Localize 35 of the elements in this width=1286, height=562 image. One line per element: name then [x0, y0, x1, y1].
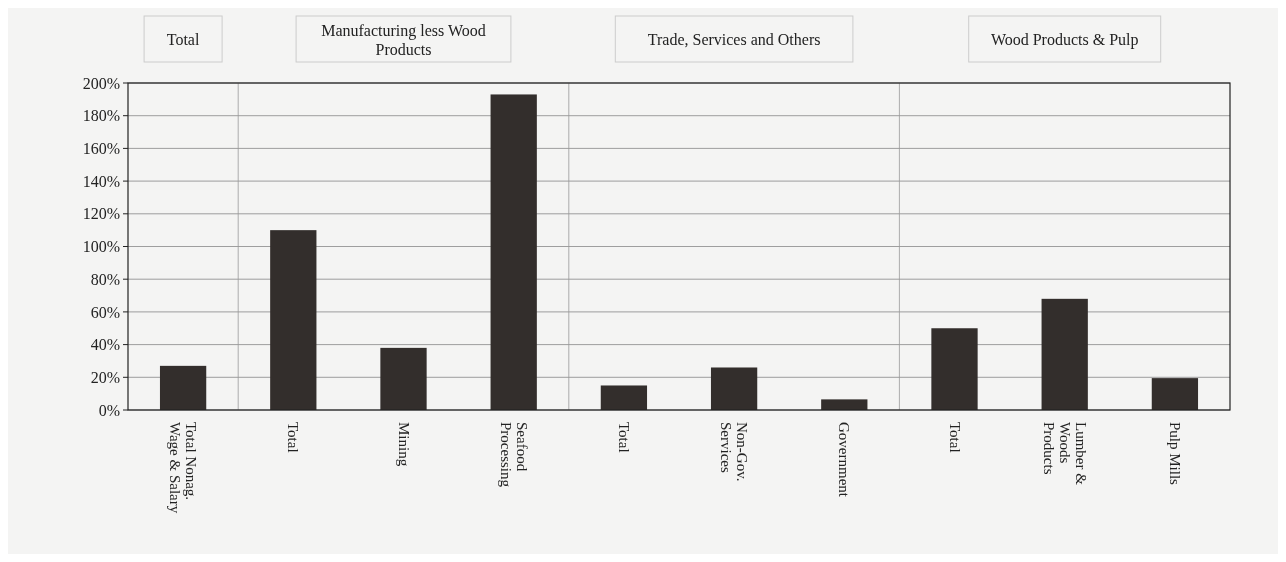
y-tick-label: 100%: [82, 238, 120, 256]
y-tick-label: 120%: [82, 205, 120, 223]
text: Total: [166, 30, 200, 48]
text: Manufacturing less Wood Products: [321, 21, 486, 58]
bar: [1041, 298, 1088, 410]
x-tick-label: Total: [946, 422, 963, 453]
x-tick-label: Mining: [395, 422, 412, 467]
y-tick-label: 60%: [90, 303, 120, 321]
x-tick-label: Government: [836, 422, 853, 498]
y-tick-label: 140%: [82, 172, 120, 190]
x-tick-label: Seafood Processing: [497, 422, 530, 488]
bar: [159, 365, 207, 410]
y-tick-label: 80%: [90, 270, 120, 288]
y-tick-label: 40%: [90, 336, 120, 354]
x-tick-label: Total Nonag. Wage & Salary: [167, 422, 200, 514]
bar: [1151, 378, 1199, 410]
bar: [931, 328, 978, 410]
x-tick-label: Total: [615, 422, 632, 453]
y-tick-label: 0%: [98, 401, 120, 419]
bar: [270, 230, 317, 410]
bar: [600, 385, 648, 410]
text: Trade, Services and Others: [647, 30, 821, 48]
y-tick-label: 200%: [82, 74, 120, 92]
y-tick-label: 160%: [82, 140, 120, 157]
y-tick-label: 20%: [90, 368, 120, 386]
x-tick-label: Non-Gov. Services: [718, 422, 751, 482]
x-tick-label: Total: [285, 422, 302, 453]
bar: [490, 94, 537, 410]
y-tick-label: 180%: [82, 107, 120, 125]
x-tick-label: Lumber & Woods Products: [1040, 422, 1089, 486]
bar: [380, 347, 427, 410]
text: Wood Products & Pulp: [990, 30, 1139, 49]
bar: [710, 367, 758, 410]
x-tick-label: Pulp Mills: [1166, 422, 1183, 486]
bar: [821, 399, 868, 410]
